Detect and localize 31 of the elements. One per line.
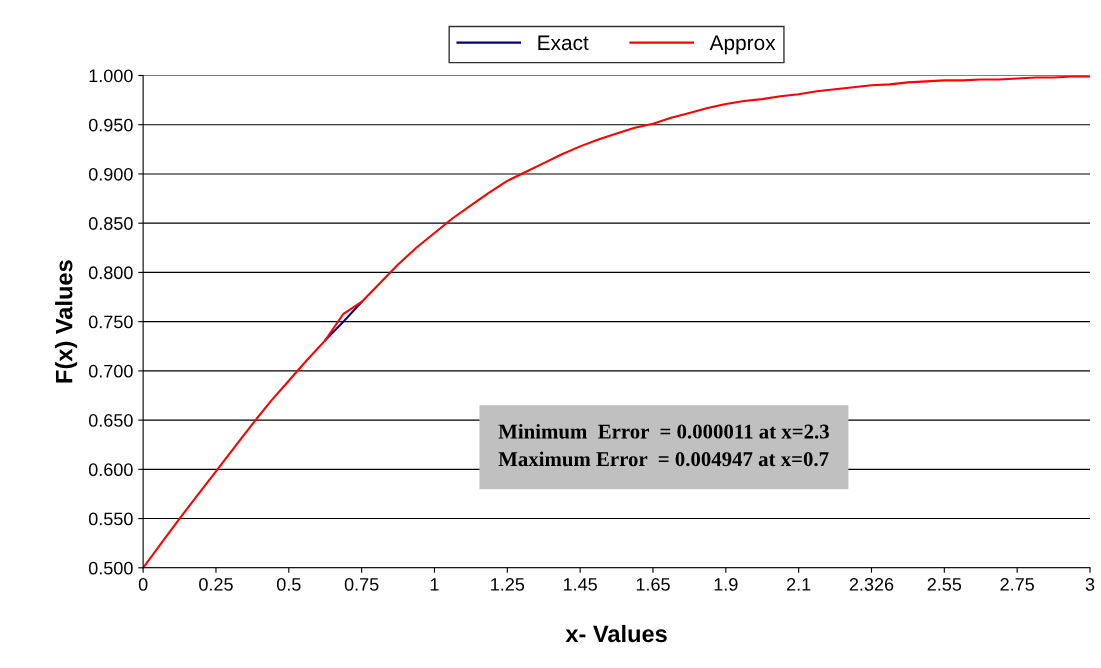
x-tick-label: 1.9 [714, 578, 738, 591]
legend-label: Exact [538, 35, 589, 51]
x-tick-label: 0.5 [276, 578, 301, 591]
y-tick-label: 0.950 [88, 118, 133, 132]
y-tick-label: 0.500 [88, 561, 133, 575]
x-tick-label: 2.326 [849, 578, 894, 591]
y-axis-title: F(x) Values [55, 260, 78, 383]
x-tick-label: 0.25 [199, 578, 233, 591]
x-tick-label: 2.75 [1000, 578, 1034, 591]
y-tick-label: 0.700 [88, 364, 133, 378]
y-tick-label: 0.650 [88, 414, 133, 427]
y-tick-label: 0.750 [88, 315, 133, 329]
y-tick-label: 0.900 [88, 167, 133, 181]
x-tick-label: 1.65 [636, 578, 670, 591]
x-tick-label: 0.75 [344, 578, 379, 591]
x-tick-label: 2.55 [927, 578, 962, 591]
annotation: Maximum Error = 0.004947 at x=0.7 [498, 451, 829, 467]
x-tick-label: 1.45 [563, 578, 597, 591]
y-tick-label: 0.600 [88, 463, 133, 477]
y-tick-label: 0.850 [88, 217, 133, 230]
annotation: Minimum Error = 0.000011 at x=2.3 [498, 423, 829, 439]
x-tick-label: 1 [430, 578, 439, 591]
x-tick-label: 1.25 [491, 578, 525, 591]
legend-label: Approx [709, 35, 776, 55]
x-tick-label: 3 [1085, 578, 1095, 591]
x-tick-label: 0 [138, 578, 148, 591]
x-axis-title: x- Values [565, 624, 667, 643]
y-tick-label: 0.800 [88, 266, 133, 280]
y-tick-label: 1.000 [89, 69, 133, 83]
y-tick-label: 0.550 [88, 512, 133, 526]
x-tick-label: 2.1 [787, 578, 811, 591]
